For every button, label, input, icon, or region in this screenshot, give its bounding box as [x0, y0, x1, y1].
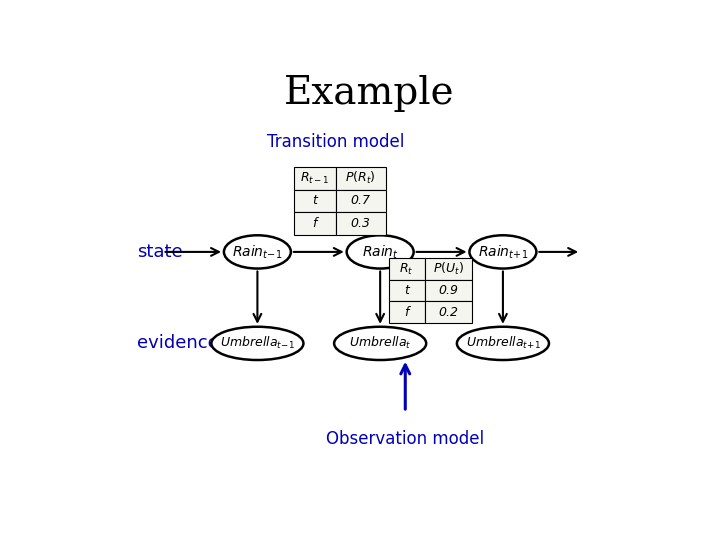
- Text: Transition model: Transition model: [267, 133, 404, 151]
- Text: 0.2: 0.2: [438, 306, 459, 319]
- Text: 0.9: 0.9: [438, 284, 459, 297]
- Bar: [336, 167, 386, 190]
- Text: $Umbrella_{t\!-\!1}$: $Umbrella_{t\!-\!1}$: [220, 335, 294, 352]
- Text: 0.7: 0.7: [351, 194, 371, 207]
- Text: f: f: [312, 217, 317, 231]
- Text: Example: Example: [284, 76, 454, 112]
- Bar: [294, 167, 336, 190]
- Text: evidence: evidence: [138, 334, 219, 353]
- Text: $Umbrella_{t\!+\!1}$: $Umbrella_{t\!+\!1}$: [466, 335, 540, 352]
- Text: $Umbrella_t$: $Umbrella_t$: [349, 335, 411, 352]
- Ellipse shape: [334, 327, 426, 360]
- Ellipse shape: [469, 235, 536, 268]
- Text: Observation model: Observation model: [326, 430, 485, 448]
- Bar: [425, 280, 472, 301]
- Bar: [389, 280, 425, 301]
- Text: $Rain_{t\!-\!1}$: $Rain_{t\!-\!1}$: [232, 243, 283, 261]
- Text: $Rain_{t\!+\!1}$: $Rain_{t\!+\!1}$: [477, 243, 528, 261]
- Text: t: t: [404, 284, 409, 297]
- Text: $P(R_t)$: $P(R_t)$: [346, 170, 376, 186]
- Bar: [389, 258, 425, 280]
- Bar: [336, 190, 386, 212]
- Ellipse shape: [457, 327, 549, 360]
- Text: state: state: [138, 243, 183, 261]
- Text: $R_{t-1}$: $R_{t-1}$: [300, 171, 329, 186]
- Ellipse shape: [224, 235, 291, 268]
- Ellipse shape: [212, 327, 303, 360]
- Bar: [425, 301, 472, 323]
- Text: 0.3: 0.3: [351, 217, 371, 231]
- Bar: [336, 212, 386, 235]
- Text: f: f: [405, 306, 409, 319]
- Text: t: t: [312, 194, 317, 207]
- Bar: [389, 301, 425, 323]
- Ellipse shape: [347, 235, 414, 268]
- Bar: [294, 190, 336, 212]
- Bar: [425, 258, 472, 280]
- Text: $R_t$: $R_t$: [400, 261, 414, 276]
- Bar: [294, 212, 336, 235]
- Text: $P(U_t)$: $P(U_t)$: [433, 261, 464, 277]
- Text: $Rain_t$: $Rain_t$: [361, 243, 399, 261]
